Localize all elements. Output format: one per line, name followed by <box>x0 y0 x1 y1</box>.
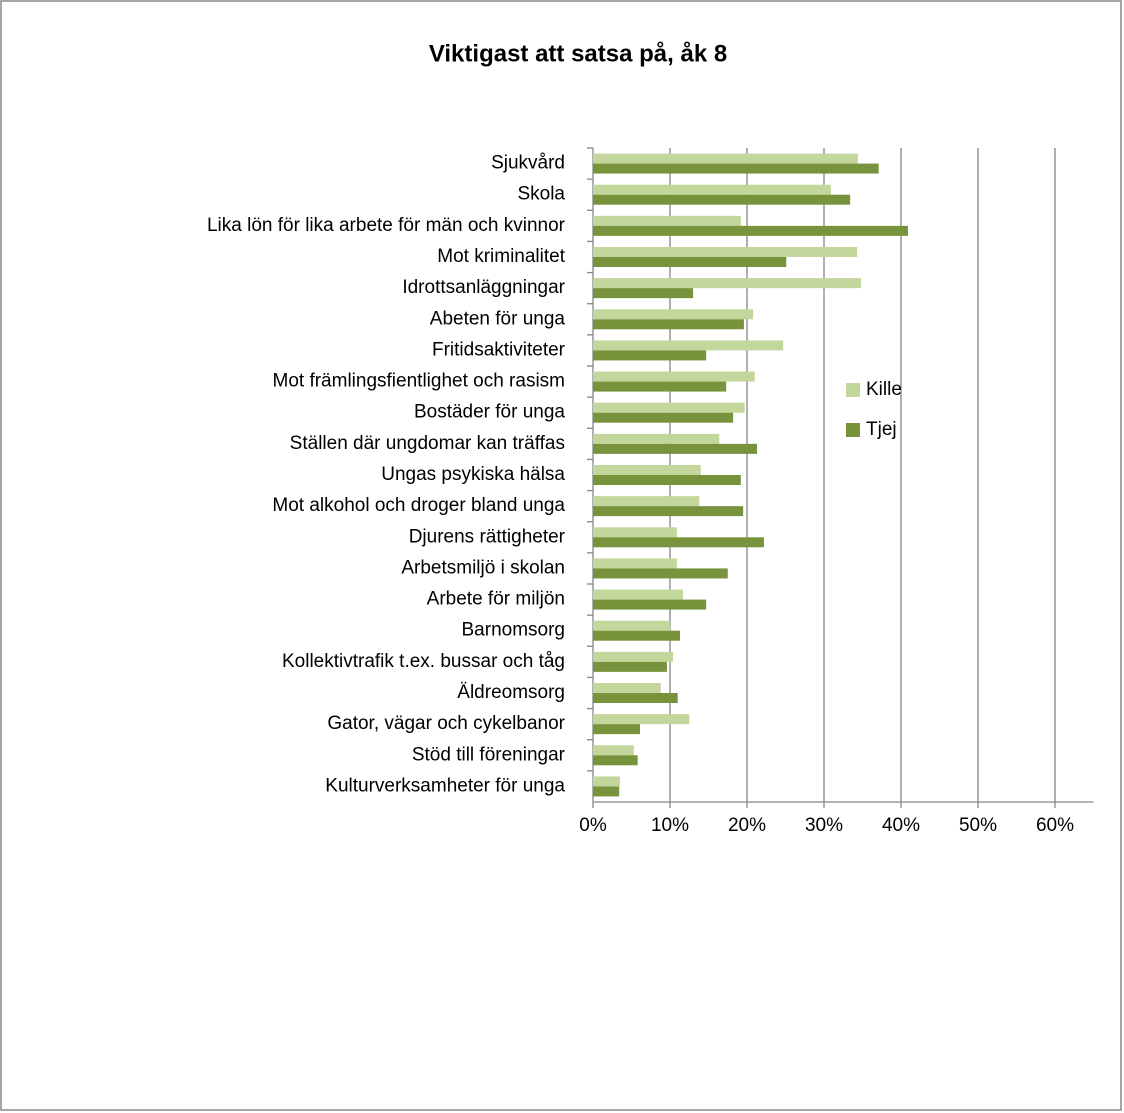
bar <box>593 433 720 444</box>
bar <box>593 350 707 361</box>
bar <box>593 215 741 226</box>
bar <box>593 443 758 454</box>
bar <box>593 496 700 507</box>
y-tick-label: Idrottsanläggningar <box>402 277 565 298</box>
y-tick-label: Mot främlingsfientlighet och rasism <box>273 371 566 392</box>
bar <box>593 693 678 703</box>
bar <box>593 755 638 766</box>
x-tick-label: 10% <box>651 815 689 836</box>
y-tick-label: Barnomsorg <box>462 620 566 641</box>
y-tick-label: Mot kriminalitet <box>437 246 565 267</box>
y-tick-label: Mot alkohol och droger bland unga <box>272 495 565 516</box>
bar <box>593 412 734 423</box>
y-tick-label: Lika lön för lika arbete för män och kvi… <box>207 215 566 236</box>
bar <box>593 786 620 797</box>
y-tick-label: Skola <box>517 184 565 205</box>
bar <box>593 278 861 289</box>
bar <box>593 247 858 257</box>
bar <box>593 381 727 392</box>
x-tick-label: 30% <box>805 815 843 836</box>
x-tick-label: 40% <box>882 815 920 836</box>
bar <box>593 630 681 641</box>
chart-title: Viktigast att satsa på, åk 8 <box>429 40 727 67</box>
bar <box>593 153 858 164</box>
y-tick-label: Abeten för unga <box>430 308 566 329</box>
legend-swatch <box>846 383 860 397</box>
y-tick-label: Fritidsaktiviteter <box>432 339 566 360</box>
legend-label: Kille <box>866 379 902 400</box>
y-tick-label: Arbetsmiljö i skolan <box>401 557 565 578</box>
bar <box>593 184 831 195</box>
bar <box>593 620 670 631</box>
legend-label: Tjej <box>866 419 897 440</box>
x-tick-label: 20% <box>728 815 766 836</box>
bar <box>593 225 908 236</box>
bar <box>593 745 634 756</box>
bar <box>593 465 701 475</box>
bar <box>593 776 620 787</box>
bar <box>593 257 787 267</box>
bar <box>593 371 755 382</box>
legend-swatch <box>846 423 860 437</box>
bar <box>593 340 784 351</box>
bar <box>593 568 728 579</box>
bar <box>593 194 851 205</box>
y-tick-label: Ungas psykiska hälsa <box>381 464 565 485</box>
y-tick-label: Sjukvård <box>491 153 565 174</box>
bar <box>593 683 661 693</box>
bar <box>593 527 677 538</box>
bar <box>593 651 674 662</box>
y-tick-label: Arbete för miljön <box>427 589 565 610</box>
bar <box>593 475 741 485</box>
bar <box>593 714 690 725</box>
y-tick-label: Kulturverksamheter för unga <box>325 775 565 796</box>
y-tick-label: Djurens rättigheter <box>409 526 566 547</box>
y-tick-label: Ställen där ungdomar kan träffas <box>290 433 565 454</box>
x-tick-label: 60% <box>1036 815 1074 836</box>
bar <box>593 309 754 320</box>
y-tick-label: Bostäder för unga <box>414 402 565 423</box>
bar <box>593 537 764 548</box>
y-tick-label: Kollektivtrafik t.ex. bussar och tåg <box>282 651 565 672</box>
bar <box>593 589 684 600</box>
bar <box>593 661 667 672</box>
bar <box>593 724 640 735</box>
bar <box>593 558 677 569</box>
bar <box>593 163 879 174</box>
bar <box>593 319 744 330</box>
bar <box>593 402 745 413</box>
bar <box>593 599 707 610</box>
bar <box>593 288 694 299</box>
bar <box>593 506 744 517</box>
y-tick-label: Gator, vägar och cykelbanor <box>327 713 565 734</box>
x-tick-label: 0% <box>579 815 607 836</box>
y-tick-label: Äldreomsorg <box>457 682 565 703</box>
x-tick-label: 50% <box>959 815 997 836</box>
y-tick-label: Stöd till föreningar <box>412 744 566 765</box>
